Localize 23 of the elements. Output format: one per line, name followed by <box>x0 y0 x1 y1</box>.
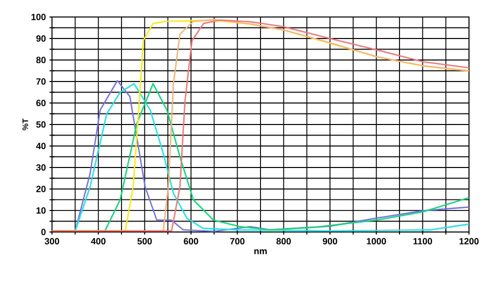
y-tick-label: 30 <box>36 164 46 171</box>
x-tick-label: 900 <box>322 238 338 244</box>
x-tick-label: 500 <box>137 238 152 244</box>
y-axis-title: %T <box>22 118 28 130</box>
x-tick-label: 800 <box>276 238 291 244</box>
y-tick-label: 40 <box>36 142 46 150</box>
y-tick-label: 10 <box>36 207 46 214</box>
x-tick-label: 1100 <box>413 238 432 244</box>
y-tick-label: 20 <box>36 186 46 192</box>
x-tick-label: 1200 <box>460 238 479 244</box>
y-tick-label: 50 <box>36 121 46 128</box>
y-tick-label: 80 <box>36 56 46 64</box>
y-tick-label: 70 <box>36 78 46 85</box>
x-tick-label: 600 <box>184 238 198 244</box>
y-tick-label: 60 <box>36 100 46 106</box>
y-tick-label: 0 <box>41 228 46 236</box>
x-tick-label: 1000 <box>366 238 386 244</box>
x-tick-label: 700 <box>230 238 244 244</box>
x-axis-title: nm <box>254 249 267 254</box>
x-tick-label: 300 <box>44 238 60 244</box>
x-tick-label: 400 <box>90 238 106 244</box>
y-tick-label: 90 <box>36 35 46 42</box>
y-tick-label: 100 <box>32 14 46 20</box>
